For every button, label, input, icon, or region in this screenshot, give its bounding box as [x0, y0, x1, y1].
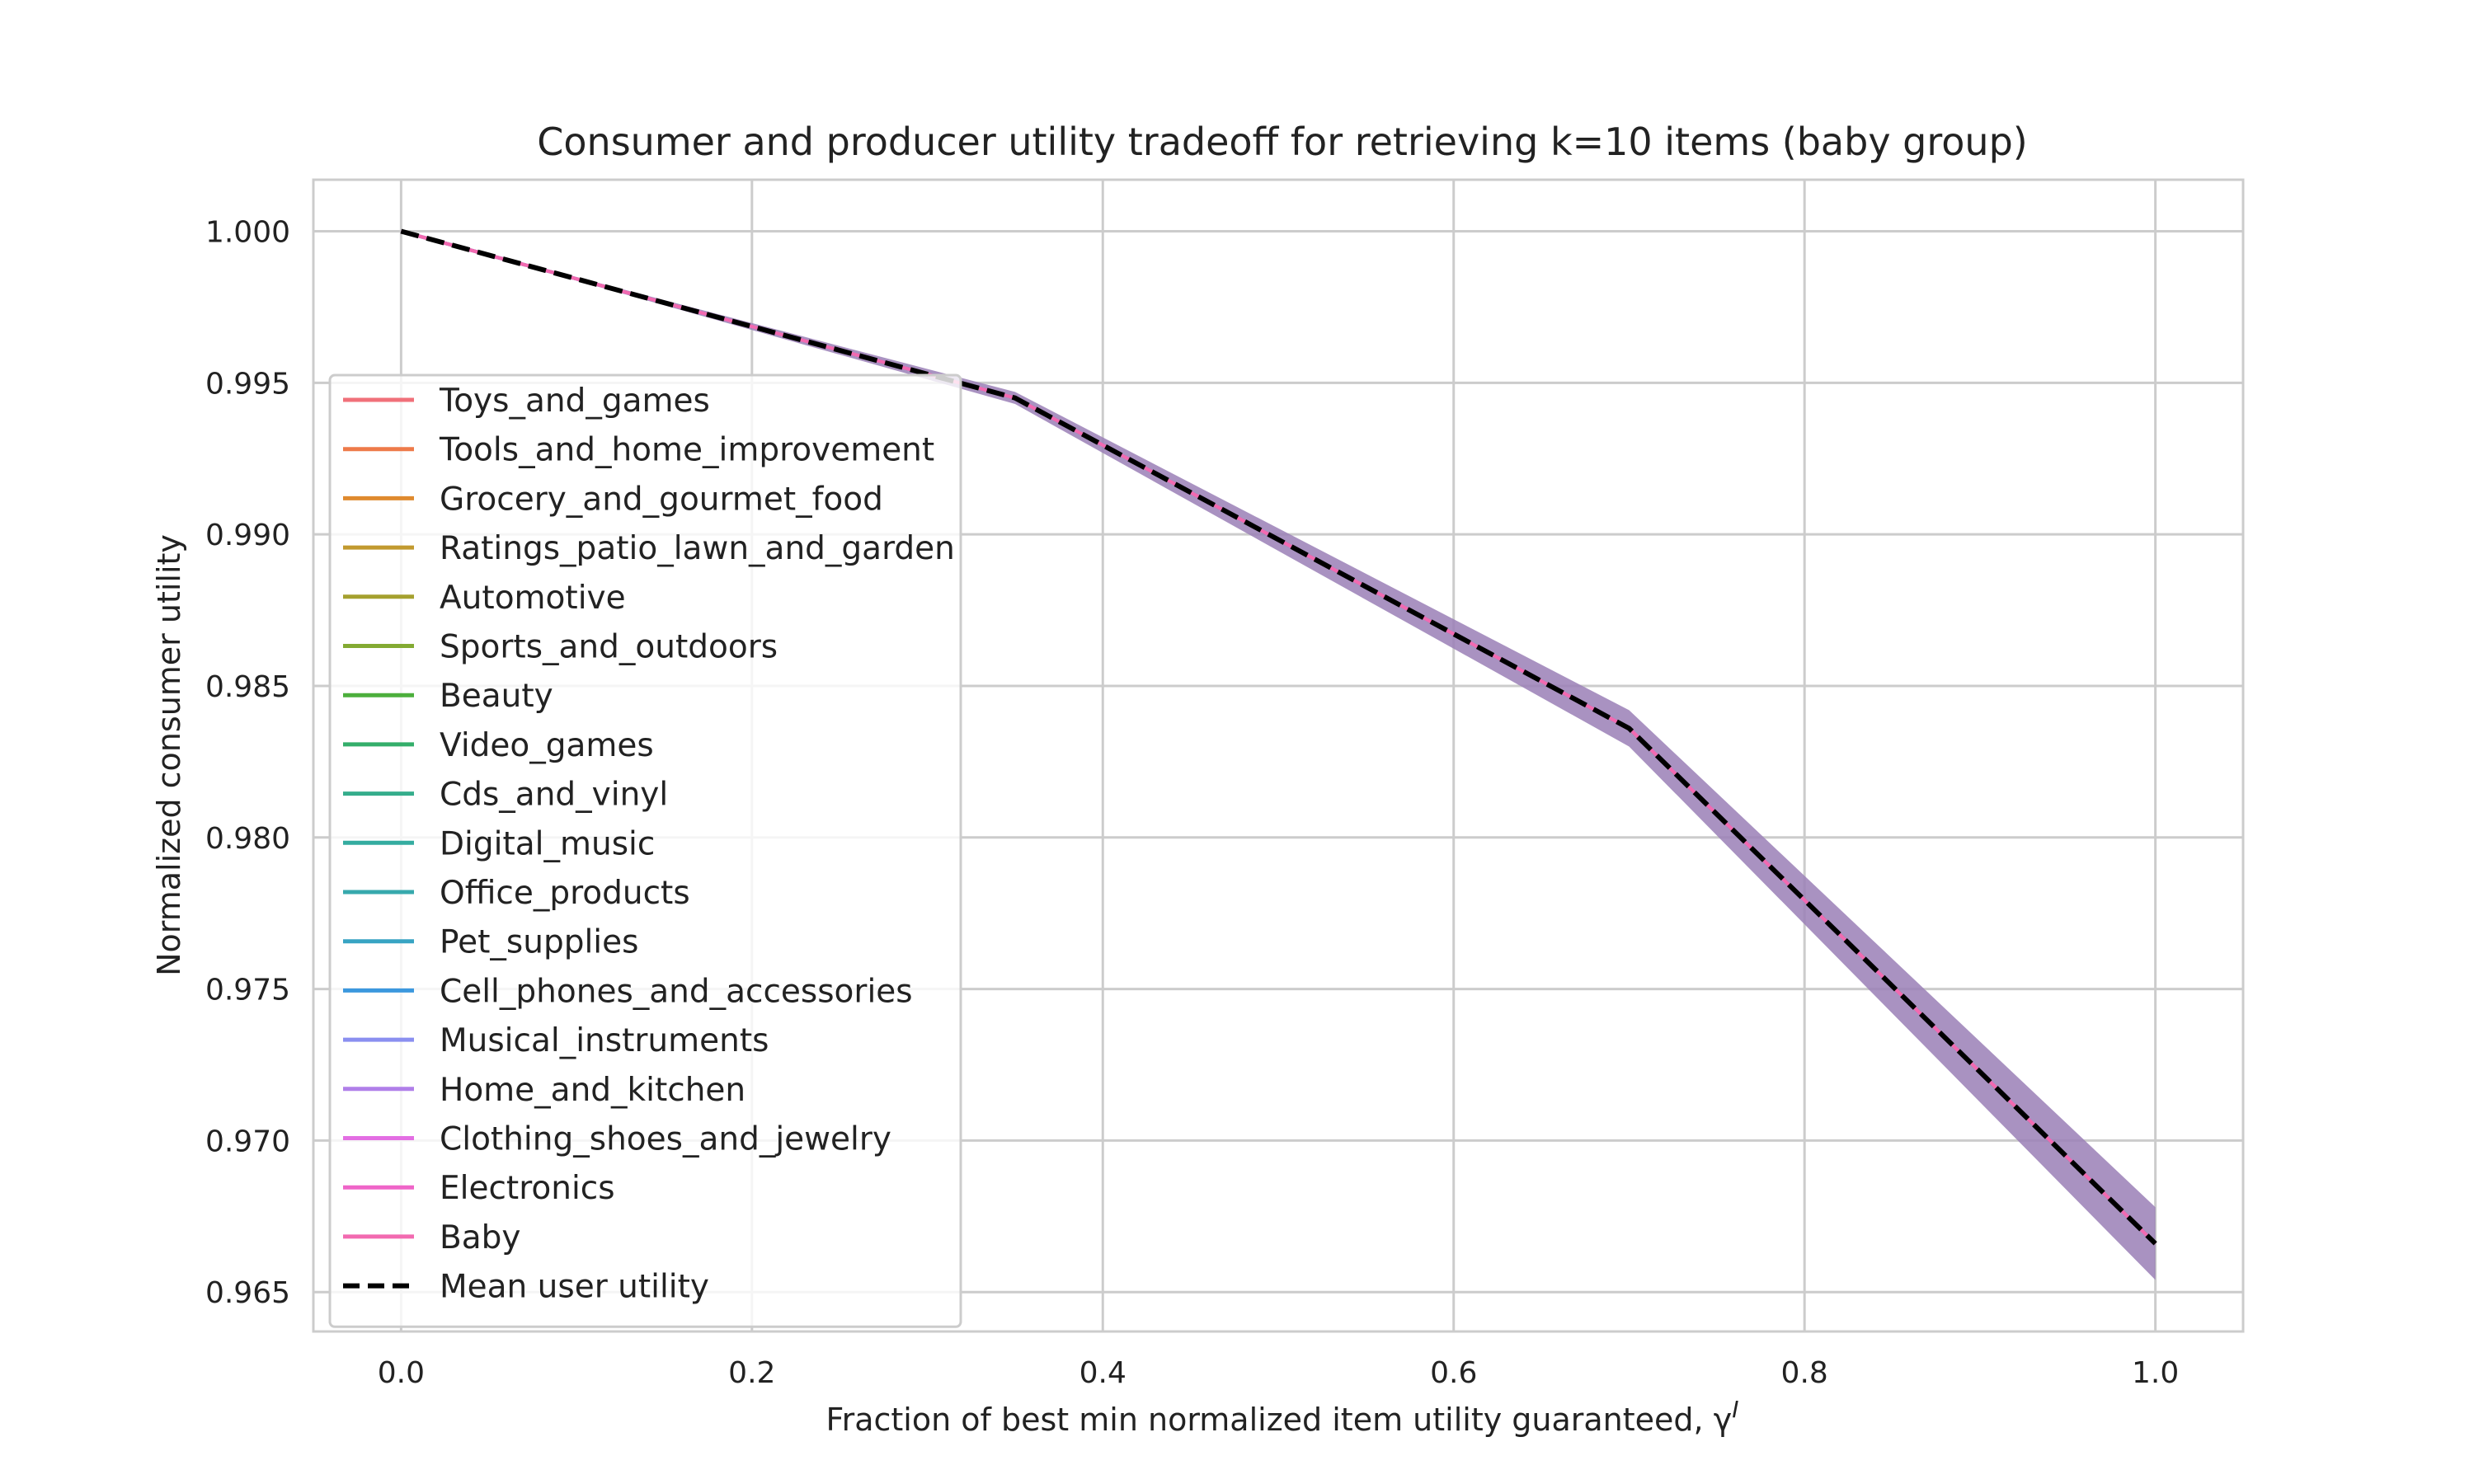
- y-tick-label: 0.980: [205, 822, 290, 856]
- y-tick-label: 0.995: [205, 367, 290, 401]
- legend-label: Baby: [440, 1219, 521, 1256]
- legend-label: Video_games: [440, 727, 654, 764]
- x-tick-label: 0.6: [1430, 1356, 1477, 1390]
- y-tick-label: 0.975: [205, 974, 290, 1007]
- legend-label: Beauty: [440, 678, 553, 715]
- y-tick-label: 0.990: [205, 519, 290, 552]
- y-axis-label: Normalized consumer utility: [151, 534, 187, 976]
- legend-label: Cell_phones_and_accessories: [440, 973, 913, 1010]
- legend-label: Electronics: [440, 1170, 615, 1207]
- legend-label: Home_and_kitchen: [440, 1072, 745, 1109]
- legend-label: Grocery_and_gourmet_food: [440, 481, 883, 518]
- legend-label: Ratings_patio_lawn_and_garden: [440, 530, 955, 567]
- legend-box: [328, 373, 962, 1328]
- series-layer: [400, 228, 2157, 1280]
- legend-label: Office_products: [440, 875, 690, 912]
- plot-frame: [312, 178, 2245, 1333]
- x-axis-label-superscript: I: [1732, 1396, 1738, 1423]
- mean-user-utility-line: [400, 228, 2157, 1246]
- legend-label: Sports_and_outdoors: [440, 629, 778, 666]
- x-tick-label: 1.0: [2132, 1356, 2179, 1390]
- legend-label: Digital_music: [440, 825, 655, 862]
- legend-label: Toys_and_games: [439, 383, 710, 420]
- x-axis-ticks: 0.0 0.2 0.4 0.6 0.8 1.0: [378, 1356, 2180, 1390]
- legend-label: Mean user utility: [440, 1269, 709, 1306]
- legend-label: Cds_and_vinyl: [440, 777, 668, 814]
- legend-label: Clothing_shoes_and_jewelry: [440, 1121, 891, 1158]
- x-axis-label: Fraction of best min normalized item uti…: [826, 1396, 1739, 1438]
- y-tick-label: 0.970: [205, 1125, 290, 1158]
- legend-label: Musical_instruments: [440, 1022, 769, 1059]
- y-tick-label: 0.965: [205, 1276, 290, 1310]
- x-tick-label: 0.4: [1079, 1356, 1126, 1390]
- legend-label: Pet_supplies: [440, 924, 638, 961]
- x-tick-label: 0.8: [1781, 1356, 1828, 1390]
- legend: Toys_and_games Tools_and_home_improvement…: [328, 373, 962, 1328]
- x-tick-label: 0.2: [728, 1356, 775, 1390]
- x-tick-label: 0.0: [378, 1356, 425, 1390]
- y-axis-ticks: 0.965 0.970 0.975 0.980 0.985 0.990 0.995 1.000: [205, 215, 290, 1310]
- y-tick-label: 1.000: [205, 215, 290, 249]
- y-tick-label: 0.985: [205, 670, 290, 704]
- x-axis-label-text: Fraction of best min normalized item uti…: [826, 1402, 1733, 1438]
- chart-title: Consumer and producer utility tradeoff f…: [537, 120, 2027, 164]
- legend-label: Tools_and_home_improvement: [439, 432, 934, 469]
- legend-label: Automotive: [440, 580, 626, 617]
